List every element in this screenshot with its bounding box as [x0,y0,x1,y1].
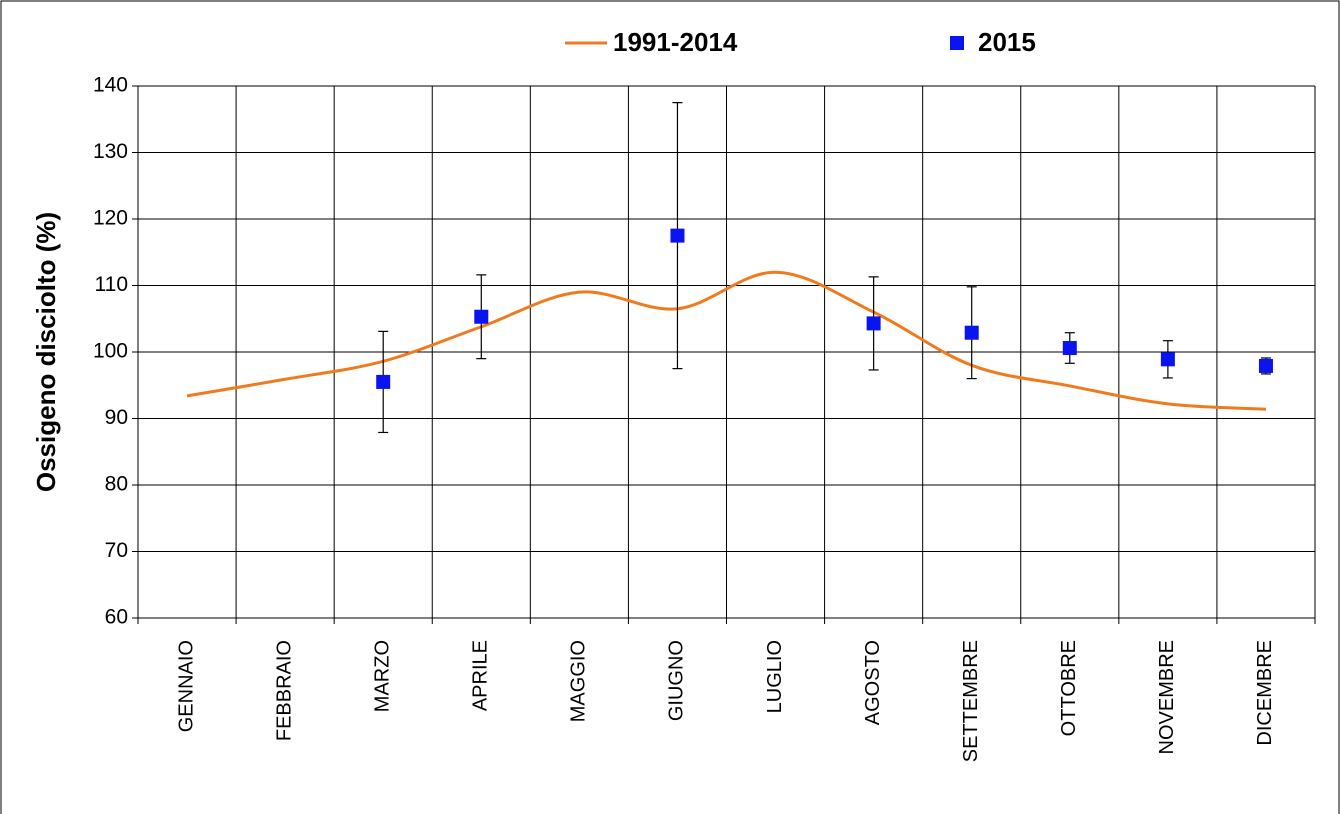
marker [474,309,489,324]
x-tick-label: AGOSTO [862,640,884,725]
marker [964,325,979,340]
y-tick-label: 60 [105,606,128,629]
y-tick-label: 130 [93,140,128,163]
legend-label: 1991-2014 [613,27,738,57]
marker [1062,341,1077,356]
x-tick-label: OTTOBRE [1058,640,1080,736]
y-tick-label: 110 [95,273,128,296]
y-tick-label: 100 [93,340,128,363]
marker [866,316,881,331]
marker [670,228,685,243]
marker [1258,358,1273,373]
x-tick-label: GIUGNO [666,640,688,721]
x-tick-label: APRILE [470,640,492,711]
x-tick-label: LUGLIO [764,640,786,713]
legend-label: 2015 [978,27,1036,57]
y-tick-label: 90 [105,406,128,429]
y-tick-label: 80 [105,473,128,496]
marker [376,374,391,389]
x-tick-label: NOVEMBRE [1156,640,1178,754]
x-tick-label: DICEMBRE [1254,640,1276,746]
y-tick-label: 120 [93,207,128,230]
y-tick-label: 140 [93,74,128,97]
marker [1160,352,1175,367]
x-tick-label: FEBBRAIO [273,640,295,741]
legend-marker [950,36,964,50]
x-tick-label: GENNAIO [175,640,197,732]
y-tick-label: 70 [105,539,128,562]
x-tick-label: MAGGIO [568,640,590,722]
x-tick-label: SETTEMBRE [960,640,982,762]
x-tick-label: MARZO [371,640,393,712]
y-axis-label: Ossigeno disciolto (%) [31,212,61,492]
